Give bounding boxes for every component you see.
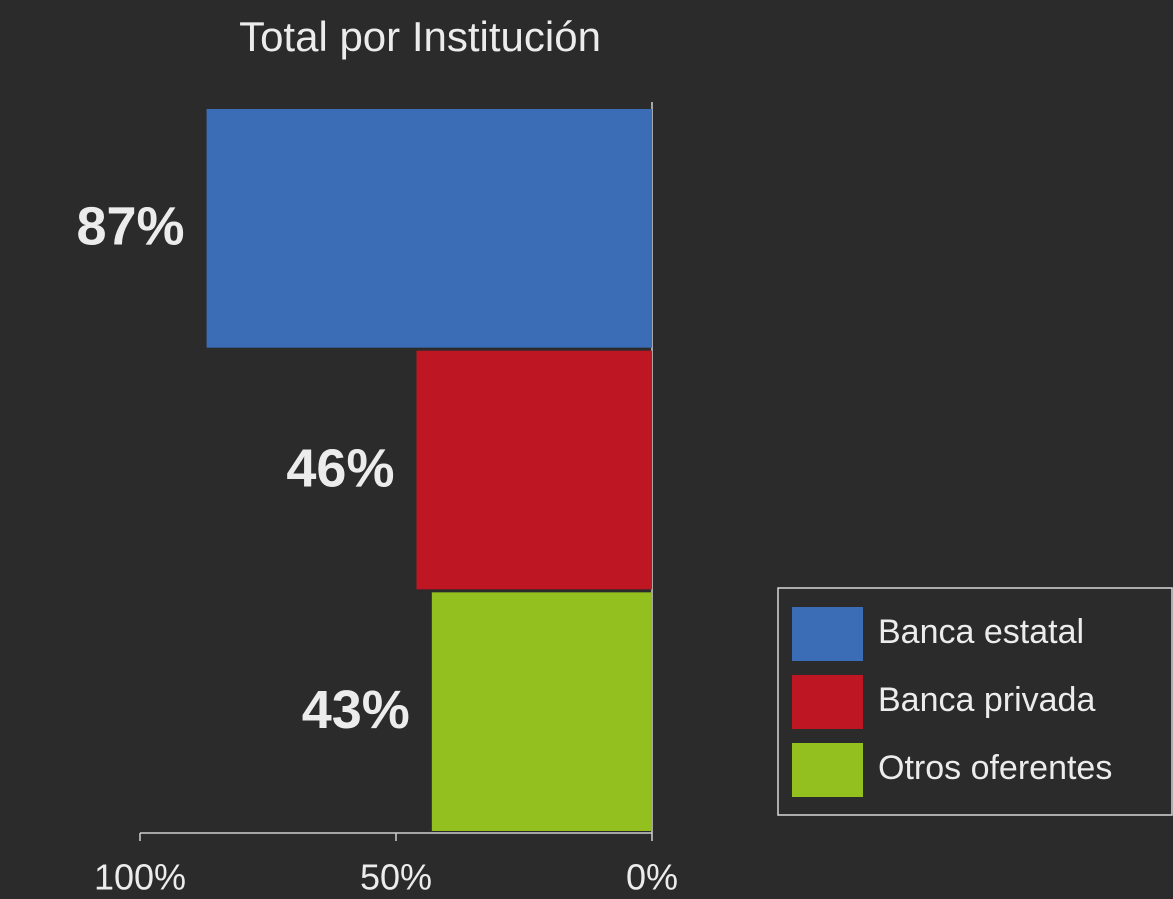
legend-swatch [792, 743, 863, 797]
value-label: 46% [286, 438, 394, 498]
legend-label: Banca estatal [878, 613, 1084, 651]
legend-box [777, 587, 1173, 816]
legend-label: Banca privada [878, 681, 1095, 719]
chart-title: Total por Institución [239, 13, 601, 60]
bar [206, 109, 652, 348]
value-label: 87% [76, 197, 184, 257]
bar [431, 592, 652, 831]
bar [416, 350, 652, 590]
legend-label: Otros oferentes [878, 749, 1112, 787]
value-label: 43% [302, 680, 410, 740]
legend-swatch [792, 675, 863, 729]
x-tick-label: 50% [360, 857, 432, 898]
legend-swatch [792, 607, 863, 661]
x-tick-label: 0% [626, 857, 678, 898]
x-tick-label: 100% [94, 857, 186, 898]
